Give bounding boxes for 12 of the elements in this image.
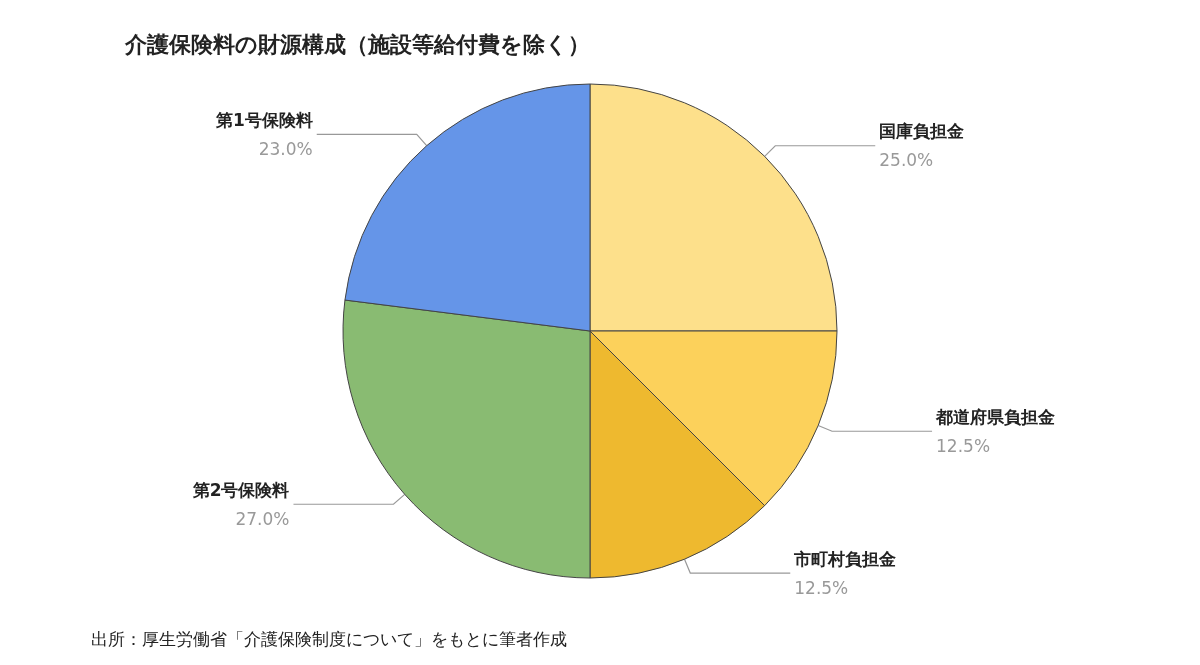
data-label: 12.5% [936,435,991,456]
text: 出所：厚生労働省「介護保険制度について」をもとに筆者作成 [91,628,567,649]
slice-label: 市町村負担金 [793,548,897,569]
slice-label: 都道府県負担金 [935,406,1056,427]
data-label: 27.0% [235,508,290,529]
data-label: 12.5% [794,577,849,598]
slice-label: 国庫負担金 [879,121,965,142]
data-label: 25.0% [879,150,934,171]
data-label: 23.0% [258,138,313,159]
slice-label: 第1号保険料 [214,109,313,130]
chart-title: 介護保険料の財源構成（施設等給付費を除く） [124,31,590,57]
slice-label: 第2号保険料 [191,479,290,500]
